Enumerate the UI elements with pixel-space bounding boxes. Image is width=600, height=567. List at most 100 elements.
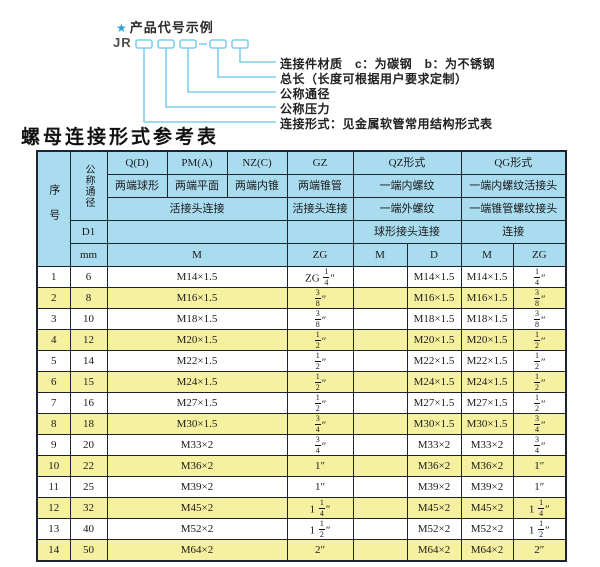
cell-seq: 5 bbox=[36, 350, 71, 372]
cell-seq: 7 bbox=[36, 392, 71, 414]
cell-seq: 3 bbox=[36, 308, 71, 330]
diagram-label: 总长（长度可根据用户要求定制） bbox=[280, 72, 468, 86]
table-row: 13 40 M52×2 1 1 2 ″ M52×2 M52×2 1 1 2 ″ bbox=[36, 518, 567, 540]
table-row: 12 32 M45×2 1 1 4 ″ M45×2 M45×2 1 1 4 ″ bbox=[36, 497, 567, 519]
header-qd-desc: 两端球形 bbox=[106, 174, 168, 198]
header-qg-desc1: 一端内螺纹活接头 bbox=[460, 174, 567, 198]
header-row-5: mm M ZG M D M ZG bbox=[37, 243, 567, 267]
cell-qg_m: M18×1.5 bbox=[460, 308, 514, 330]
header-nzc-desc: 两端内锥 bbox=[226, 174, 288, 198]
cell-qg_m: M20×1.5 bbox=[460, 329, 514, 351]
cell-qg_zg: 3 4 ″ bbox=[512, 434, 567, 456]
code-box-2 bbox=[157, 39, 175, 49]
cell-qg_zg: 1 1 4 ″ bbox=[512, 497, 567, 519]
cell-qz_m bbox=[352, 539, 408, 561]
leader-line-diameter bbox=[187, 48, 276, 93]
cell-m: M24×1.5 bbox=[106, 371, 288, 393]
cell-m: M16×1.5 bbox=[106, 287, 288, 309]
cell-seq: 8 bbox=[36, 413, 71, 435]
cell-qz_m bbox=[352, 476, 408, 498]
diagram-label: 连接形式：见金属软管常用结构形式表 bbox=[280, 117, 493, 131]
table-title: 螺母连接形式参考表 bbox=[21, 127, 220, 148]
cell-qz_m bbox=[352, 350, 408, 372]
header-qd: Q(D) bbox=[106, 150, 168, 175]
cell-dn: 12 bbox=[69, 329, 108, 351]
cell-qg_m: M45×2 bbox=[460, 497, 514, 519]
diagram-label: 公称通径 bbox=[280, 87, 331, 101]
header-m1: M bbox=[106, 243, 288, 267]
product-code-diagram: ★ 产品代号示例 JR 连接件材质 c：为碳钢 b：为不锈钢 总长（长度可根据用户要… bbox=[0, 0, 600, 140]
cell-m: M20×1.5 bbox=[106, 329, 288, 351]
cell-qz_d: M39×2 bbox=[406, 476, 462, 498]
cell-dn: 40 bbox=[69, 518, 108, 540]
cell-m: M27×1.5 bbox=[106, 392, 288, 414]
header-qz-desc2: 一端外螺纹 bbox=[352, 197, 462, 221]
cell-qz_d: M22×1.5 bbox=[406, 350, 462, 372]
header-qg-conn: 连接 bbox=[460, 220, 567, 244]
table-row: 7 16 M27×1.5 1 2 ″ M27×1.5 M27×1.5 1 2 ″ bbox=[36, 392, 567, 414]
header-qz-desc1: 一端内螺纹 bbox=[352, 174, 462, 198]
cell-qg_zg: 1 2 ″ bbox=[512, 392, 567, 414]
cell-qg_zg: 1 4 ″ bbox=[512, 266, 567, 288]
cell-qz_m bbox=[352, 434, 408, 456]
cell-dn: 18 bbox=[69, 413, 108, 435]
cell-seq: 6 bbox=[36, 371, 71, 393]
table-row: 6 15 M24×1.5 1 2 ″ M24×1.5 M24×1.5 1 2 ″ bbox=[36, 371, 567, 393]
cell-dn: 8 bbox=[69, 287, 108, 309]
cell-qg_m: M39×2 bbox=[460, 476, 514, 498]
cell-qg_zg: 1″ bbox=[512, 455, 567, 477]
cell-gz_zg: 1 2 ″ bbox=[286, 329, 354, 351]
diagram-title-text: 产品代号示例 bbox=[129, 20, 214, 35]
cell-gz_zg: 1 1 4 ″ bbox=[286, 497, 354, 519]
header-qg-desc2: 一端锥管螺纹接头 bbox=[460, 197, 567, 221]
cell-m: M39×2 bbox=[106, 476, 288, 498]
code-box-4 bbox=[209, 39, 227, 49]
cell-qg_zg: 2″ bbox=[512, 539, 567, 561]
cell-gz_zg: 2″ bbox=[286, 539, 354, 561]
cell-qz_d: M33×2 bbox=[406, 434, 462, 456]
header-union-conn: 活接头连接 bbox=[106, 197, 288, 221]
cell-qz_d: M36×2 bbox=[406, 455, 462, 477]
cell-qz_d: M14×1.5 bbox=[406, 266, 462, 288]
cell-qg_zg: 1 1 2 ″ bbox=[512, 518, 567, 540]
diagram-label: 连接件材质 c：为碳钢 b：为不锈钢 bbox=[280, 57, 496, 71]
cell-qz_m bbox=[352, 287, 408, 309]
cell-dn: 25 bbox=[69, 476, 108, 498]
cell-seq: 9 bbox=[36, 434, 71, 456]
cell-dn: 50 bbox=[69, 539, 108, 561]
header-dn: 公称通径 bbox=[69, 150, 108, 221]
header-zg1: ZG bbox=[286, 243, 354, 267]
diagram-label: 公称压力 bbox=[280, 102, 331, 116]
header-qg: QG形式 bbox=[460, 150, 567, 175]
cell-gz_zg: 3 8 ″ bbox=[286, 287, 354, 309]
header-gz-conn: 活接头连接 bbox=[286, 197, 354, 221]
cell-qg_m: M64×2 bbox=[460, 539, 514, 561]
cell-dn: 10 bbox=[69, 308, 108, 330]
cell-dn: 6 bbox=[69, 266, 108, 288]
cell-qz_m bbox=[352, 392, 408, 414]
cell-qg_m: M52×2 bbox=[460, 518, 514, 540]
diagram-title: ★ 产品代号示例 bbox=[116, 17, 214, 36]
table-row: 10 22 M36×2 1″ M36×2 M36×2 1″ bbox=[36, 455, 567, 477]
cell-qg_zg: 1″ bbox=[512, 476, 567, 498]
header-row-1: 序号 公称通径 Q(D) PM(A) NZ(C) GZ QZ形式 QG形式 bbox=[36, 150, 567, 267]
cell-gz_zg: 3 4 ″ bbox=[286, 434, 354, 456]
product-code-prefix: JR bbox=[113, 35, 132, 50]
cell-qg_m: M36×2 bbox=[460, 455, 514, 477]
cell-seq: 14 bbox=[36, 539, 71, 561]
header-empty-m bbox=[106, 220, 288, 244]
table-row: 5 14 M22×1.5 1 2 ″ M22×1.5 M22×1.5 1 2 ″ bbox=[36, 350, 567, 372]
table-row: 3 10 M18×1.5 3 8 ″ M18×1.5 M18×1.5 3 8 ″ bbox=[36, 308, 567, 330]
cell-m: M30×1.5 bbox=[106, 413, 288, 435]
header-m2: M bbox=[352, 243, 408, 267]
code-box-1 bbox=[135, 39, 153, 49]
cell-qz_m bbox=[352, 413, 408, 435]
cell-m: M36×2 bbox=[106, 455, 288, 477]
cell-m: M14×1.5 bbox=[106, 266, 288, 288]
cell-qz_d: M64×2 bbox=[406, 539, 462, 561]
cell-gz_zg: 1 2 ″ bbox=[286, 392, 354, 414]
cell-qg_m: M22×1.5 bbox=[460, 350, 514, 372]
header-d1: D1 bbox=[69, 220, 108, 244]
table-row: 2 8 M16×1.5 3 8 ″ M16×1.5 M16×1.5 3 8 ″ bbox=[36, 287, 567, 309]
